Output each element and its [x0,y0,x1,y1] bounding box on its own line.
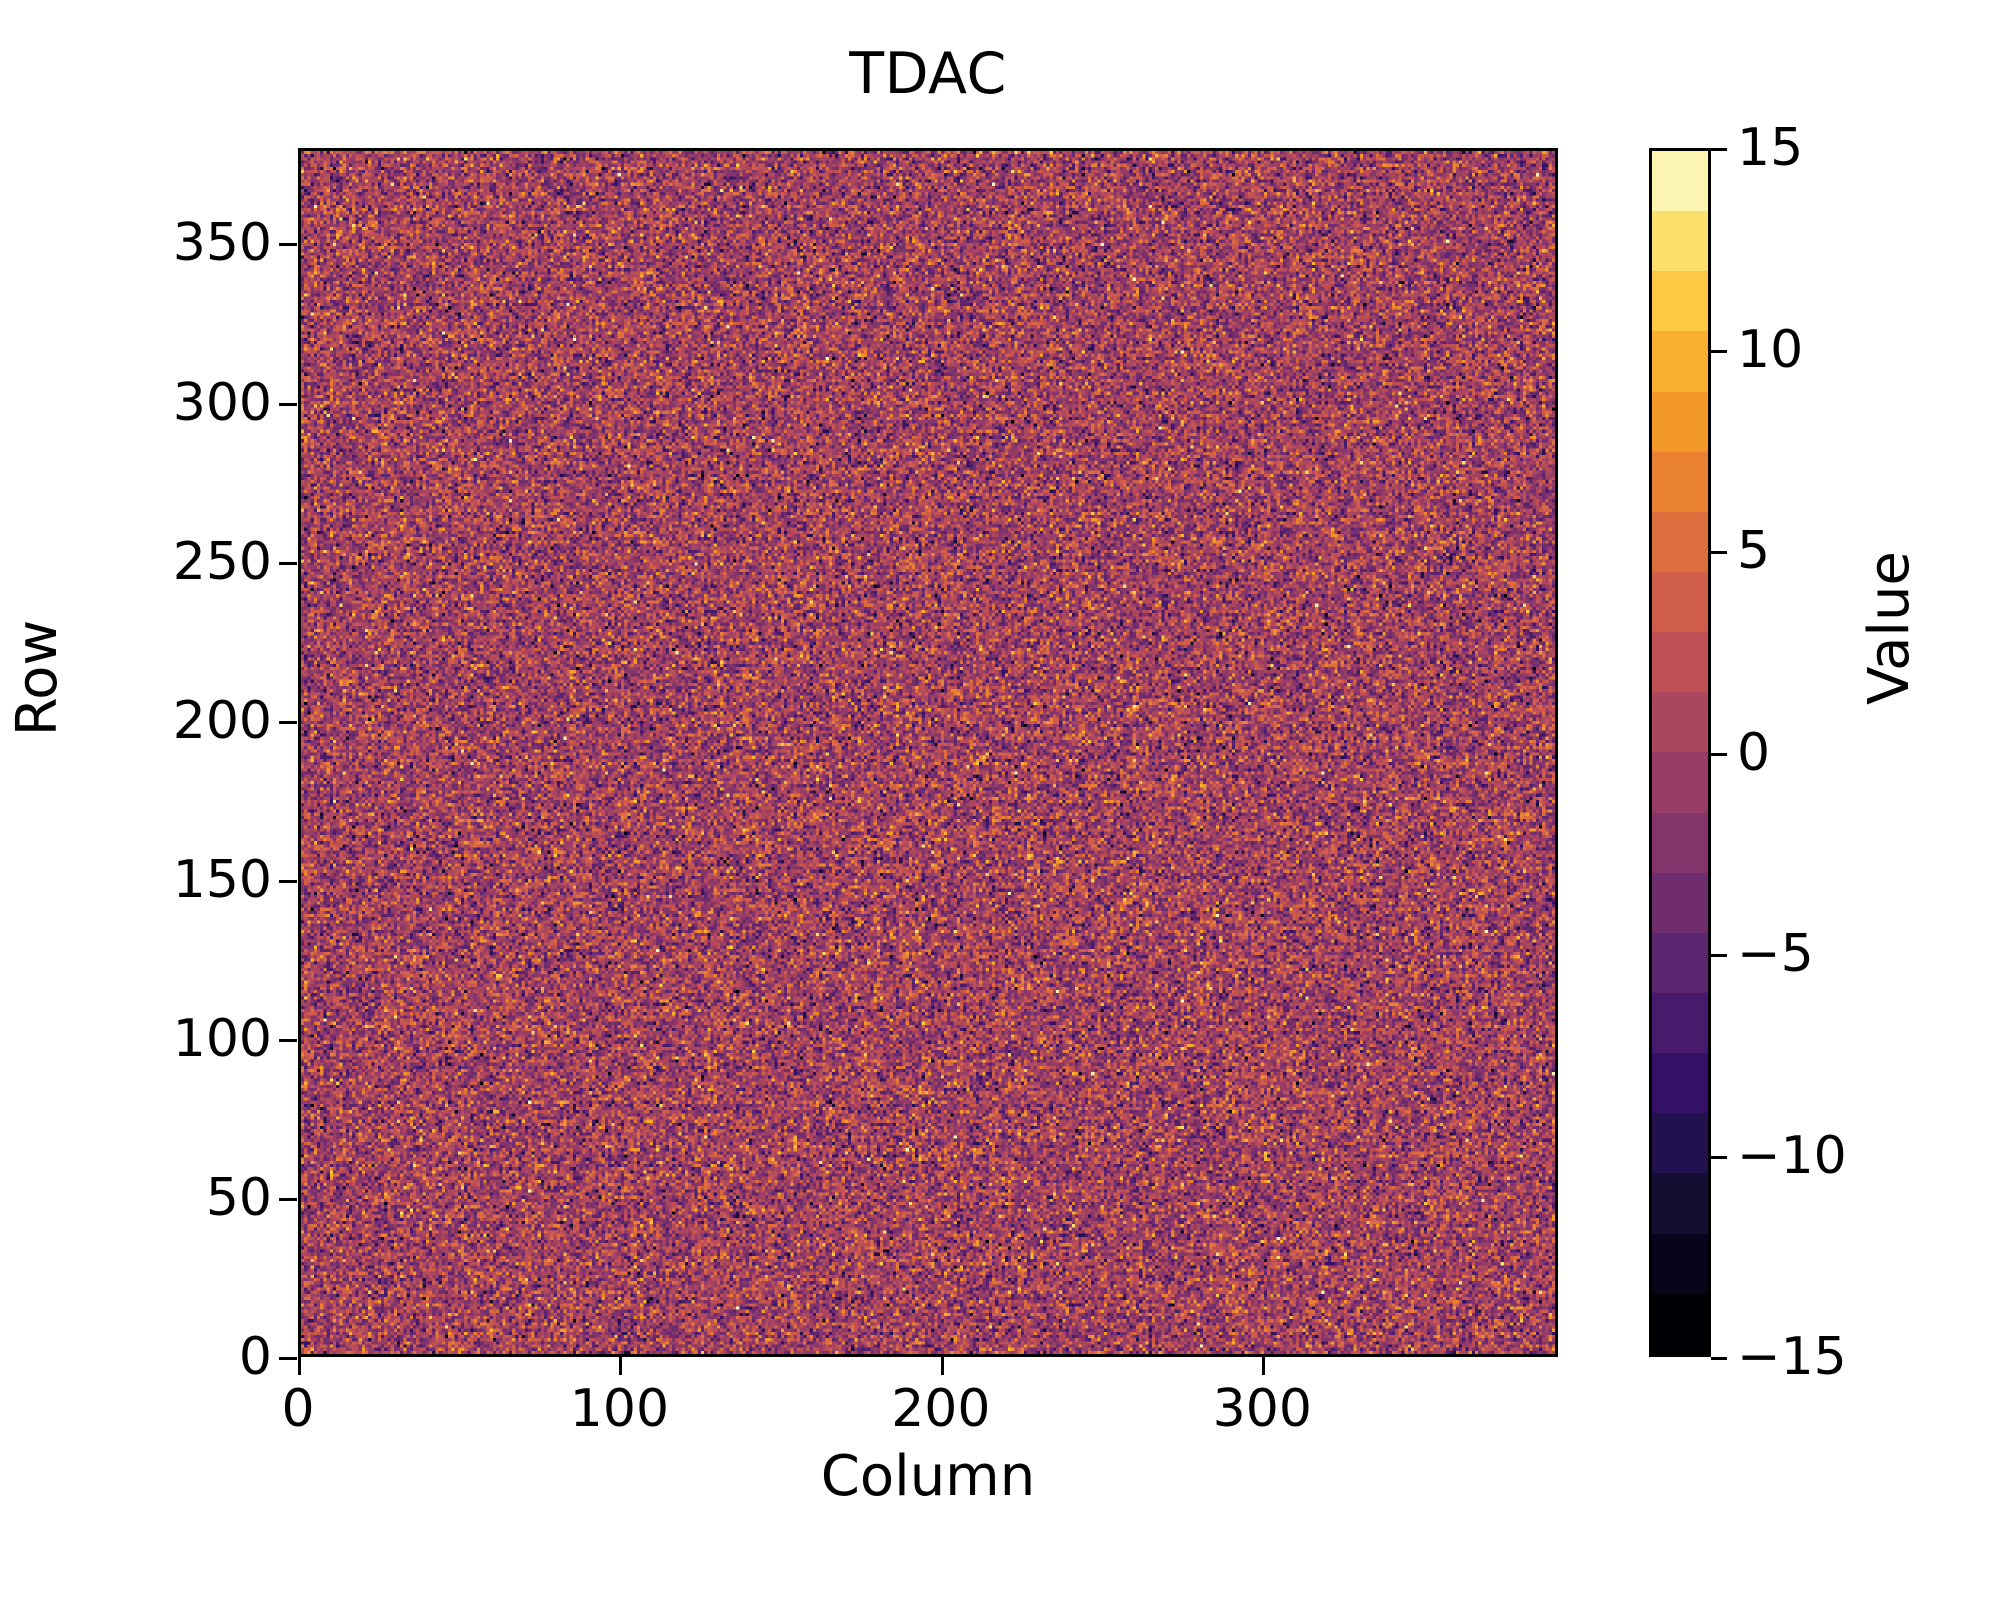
x-tick-mark [940,1357,944,1375]
colorbar-band [1652,1173,1708,1234]
y-axis-label: Row [5,619,70,737]
colorbar-band [1652,872,1708,933]
colorbar-tick-mark [1711,954,1727,957]
colorbar-tick-label: −15 [1737,1327,1847,1387]
y-tick-mark [279,1038,297,1042]
page-title: TDAC [849,41,1007,107]
x-tick-label: 0 [281,1379,315,1439]
colorbar-band [1652,331,1708,392]
colorbar-band [1652,692,1708,753]
y-tick-mark [279,402,297,406]
colorbar-tick-mark [1711,551,1727,554]
colorbar-tick-label: −10 [1737,1125,1847,1186]
x-tick-label: 200 [891,1379,991,1439]
x-axis-ticks: 0 100 200 300 [281,1357,1558,1497]
colorbar-tick-mark [1711,349,1727,353]
colorbar-band [1652,1113,1708,1174]
y-axis-ticks: 0 50 100 150 200 250 300 350 [0,148,298,1383]
y-tick-label: 150 [172,849,272,910]
colorbar-band [1652,992,1708,1054]
colorbar-band [1652,211,1708,272]
y-tick-label: 200 [172,690,272,751]
x-axis-label: Column [820,1444,1036,1509]
y-tick-label: 350 [172,213,272,274]
y-tick-label: 250 [172,531,272,592]
colorbar-band [1652,932,1708,993]
colorbar-band [1652,151,1708,212]
y-tick-mark [279,1357,297,1360]
colorbar-label: Value [1857,551,1922,705]
colorbar-band [1652,752,1708,813]
colorbar-band [1652,271,1708,332]
colorbar-tick-mark [1711,148,1727,151]
colorbar-tick-label: −5 [1737,924,1814,984]
colorbar-band [1652,511,1708,572]
colorbar-tick-label: 15 [1737,118,1804,178]
colorbar-tick-label: 10 [1737,319,1804,380]
heatmap-axes[interactable] [298,148,1558,1357]
y-tick-mark [279,561,297,565]
y-tick-label: 0 [238,1327,272,1387]
colorbar-band [1652,391,1708,452]
colorbar-band [1652,632,1708,693]
y-tick-label: 100 [172,1008,272,1069]
colorbar-band [1652,1293,1708,1354]
y-tick-mark [279,720,297,724]
colorbar-tick-label: 5 [1737,521,1771,581]
colorbar-band [1652,1053,1708,1114]
colorbar-tick-mark [1711,752,1727,756]
colorbar-tick-label: 0 [1737,722,1771,783]
y-tick-mark [279,879,297,883]
colorbar[interactable] [1649,148,1711,1357]
y-tick-mark [279,243,297,247]
colorbar-band [1652,812,1708,873]
y-tick-label: 50 [205,1167,272,1228]
colorbar-band [1652,451,1708,512]
y-tick-label: 300 [172,372,272,433]
x-tick-mark [1262,1357,1266,1375]
colorbar-band [1652,571,1708,633]
colorbar-tick-mark [1711,1357,1727,1360]
x-tick-label: 100 [569,1379,670,1439]
colorbar-band [1652,1233,1708,1294]
heatmap-image [301,151,1555,1354]
x-tick-label: 300 [1212,1379,1312,1439]
colorbar-ticks: −15 −10 −5 0 5 10 15 [1711,122,1971,1383]
colorbar-tick-mark [1711,1155,1727,1159]
x-tick-mark [298,1357,301,1375]
y-tick-mark [279,1197,297,1201]
x-tick-mark [619,1357,623,1375]
